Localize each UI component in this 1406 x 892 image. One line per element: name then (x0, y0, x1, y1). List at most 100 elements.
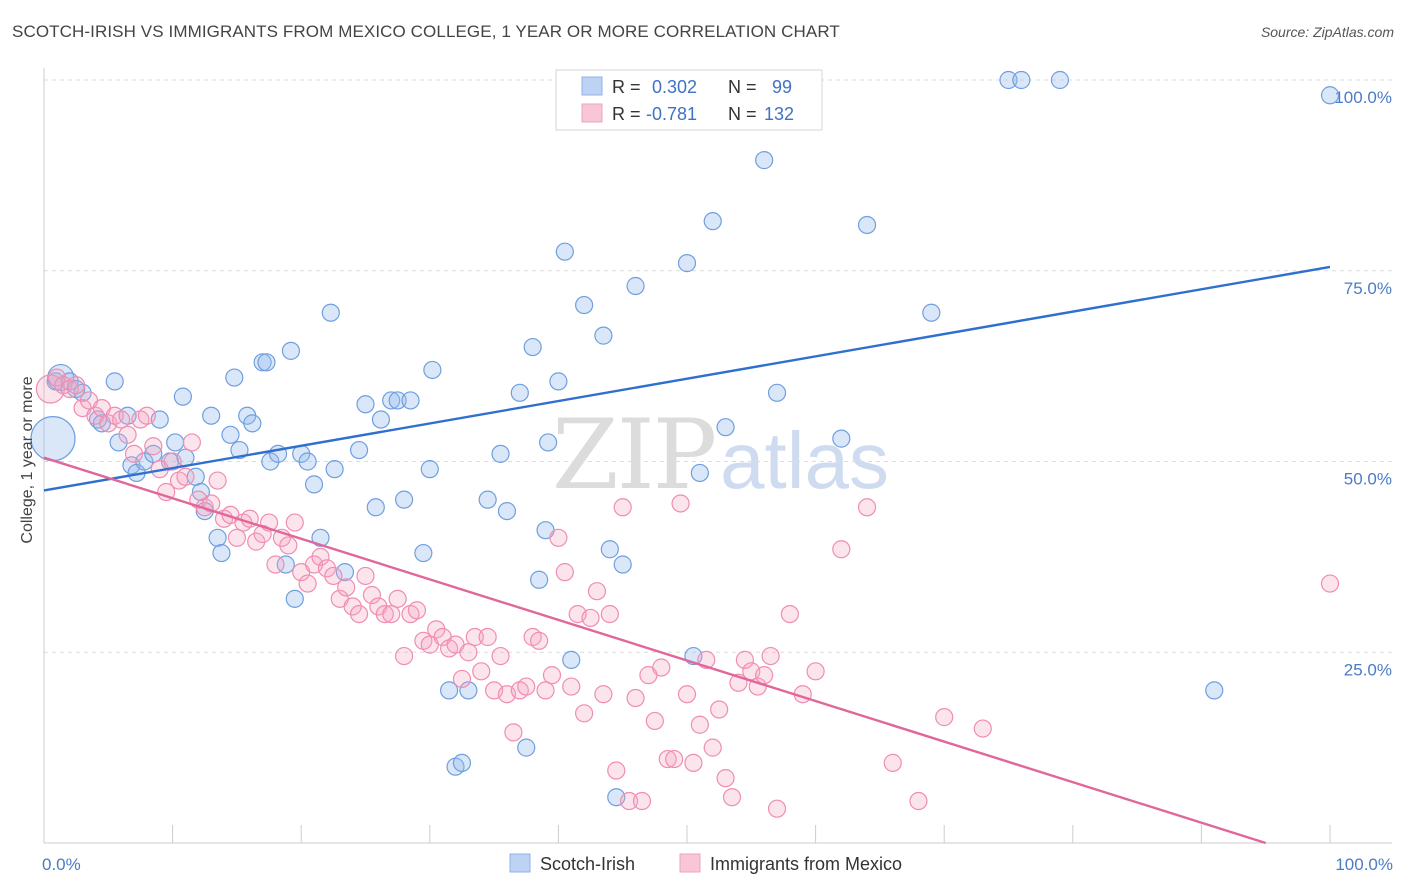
mexico-point-40 (298, 574, 317, 593)
scotch-irish-point-8 (105, 372, 124, 391)
mexico-point-57 (407, 601, 427, 620)
scotch-irish-point-54 (420, 460, 439, 479)
scotch-irish-point-91 (1050, 70, 1070, 90)
mexico-point-35 (266, 555, 285, 574)
scotch-irish-point-59 (459, 681, 478, 700)
mexico-point-103 (703, 738, 722, 757)
mexico-point-106 (722, 788, 742, 807)
mexico-point-95 (652, 658, 671, 677)
axes: 25.0% 50.0% 75.0% 100.0% 0.0% 100.0% (42, 68, 1393, 874)
mexico-point-98 (671, 494, 690, 513)
mexico-point-81 (562, 677, 581, 696)
mexico-point-21 (176, 467, 195, 486)
legend-n-label-1: N = (728, 77, 757, 97)
mexico-point-26 (208, 471, 227, 490)
scotch-irish-point-75 (600, 540, 619, 559)
scotch-irish-point-33 (261, 452, 280, 471)
legend-swatch-pink (581, 103, 603, 123)
mexico-point-13 (124, 444, 144, 463)
mexico-point-49 (356, 566, 375, 586)
mexico-point-68 (478, 627, 497, 647)
mexico-point-29 (227, 528, 246, 547)
y-axis-label: College, 1 year or more (19, 376, 36, 543)
scotch-irish-point-53 (414, 543, 433, 563)
scotch-irish-point-36 (281, 341, 301, 360)
mexico-point-54 (388, 589, 407, 608)
mexico-point-16 (144, 437, 163, 456)
bottom-legend-swatch-pink (679, 853, 701, 873)
mexico-point-46 (337, 578, 356, 597)
scotch-irish-point-44 (335, 563, 355, 582)
scotch-irish-point-60 (478, 490, 497, 509)
mexico-point-55 (394, 646, 414, 666)
mexico-point-117 (832, 540, 851, 559)
mexico-point-114 (780, 604, 799, 624)
scotch-irish-point-78 (626, 276, 645, 296)
legend-r-value-2: -0.781 (646, 104, 697, 124)
scotch-irish-point-55 (423, 360, 442, 380)
scotch-irish-point-25 (212, 543, 231, 563)
mexico-point-44 (324, 566, 343, 586)
mexico-point-77 (536, 681, 555, 700)
scotch-irish-point-70 (555, 242, 574, 261)
mexico-point-84 (581, 608, 600, 628)
scotch-irish-point-83 (716, 418, 735, 437)
y-tick-label-100: 100.0% (1334, 88, 1392, 107)
bottom-legend: Scotch-Irish Immigrants from Mexico (509, 853, 902, 874)
mexico-point-96 (658, 749, 677, 769)
mexico-point-4 (67, 376, 86, 395)
mexico-point-83 (575, 704, 594, 723)
bottom-legend-label-2: Immigrants from Mexico (710, 854, 902, 874)
mexico-point-113 (767, 799, 787, 818)
scotch-irish-point-17 (166, 433, 185, 452)
mexico-point-86 (594, 685, 613, 704)
mexico-point-65 (459, 643, 478, 662)
mexico-point-121 (935, 708, 954, 727)
mexico-point-60 (427, 620, 446, 639)
scotch-irish-point-87 (857, 215, 877, 235)
scotch-irish-point-39 (298, 452, 317, 471)
scotch-irish-point-42 (321, 303, 340, 322)
scotch-irish-point-92 (1205, 681, 1224, 700)
scotch-irish-point-85 (767, 383, 787, 402)
scotch-irish-point-93 (1320, 86, 1340, 105)
scotch-irish-point-65 (523, 337, 542, 357)
mexico-point-92 (632, 791, 652, 811)
mexico-point-50 (362, 585, 382, 605)
mexico-point-116 (806, 662, 825, 681)
scotch-irish-point-71 (562, 650, 581, 669)
scotch-irish-point-89 (999, 70, 1018, 90)
scotch-irish-point-81 (690, 463, 709, 483)
source-label: Source: ZipAtlas.com (1260, 24, 1394, 40)
scotch-irish-point-82 (703, 212, 722, 231)
mexico-point-108 (735, 650, 754, 669)
watermark-atlas: atlas (720, 416, 889, 505)
mexico-point-42 (311, 547, 330, 566)
mexico-point-53 (382, 604, 401, 624)
legend-n-label-2: N = (728, 104, 757, 124)
mexico-point-22 (182, 433, 201, 452)
mexico-point-104 (710, 700, 729, 719)
mexico-point-43 (317, 559, 337, 578)
mexico-point-38 (285, 513, 304, 532)
mexico-point-19 (163, 452, 182, 471)
scotch-irish-point-90 (1012, 70, 1031, 90)
legend-n-value-1: 99 (772, 77, 792, 97)
bottom-legend-swatch-blue (509, 853, 531, 873)
scotch-irish-point-58 (452, 753, 472, 772)
scotch-irish-point-14 (144, 444, 163, 463)
mexico-point-99 (677, 685, 697, 704)
mexico-point-112 (761, 646, 780, 666)
mexico-point-111 (755, 666, 774, 685)
mexico-point-89 (613, 498, 632, 517)
legend: R = 0.302 N = 99 R = -0.781 N = 132 (555, 69, 823, 131)
scotch-irish-point-28 (230, 440, 249, 460)
scotch-irish-point-27 (225, 368, 244, 387)
mexico-point-101 (690, 715, 709, 734)
scotch-irish-trend-line (43, 265, 1331, 492)
scotch-irish-point-66 (530, 570, 549, 589)
mexico-point-18 (157, 482, 176, 502)
scotch-irish-point-0 (30, 416, 76, 462)
legend-r-value-1: 0.302 (652, 77, 697, 97)
